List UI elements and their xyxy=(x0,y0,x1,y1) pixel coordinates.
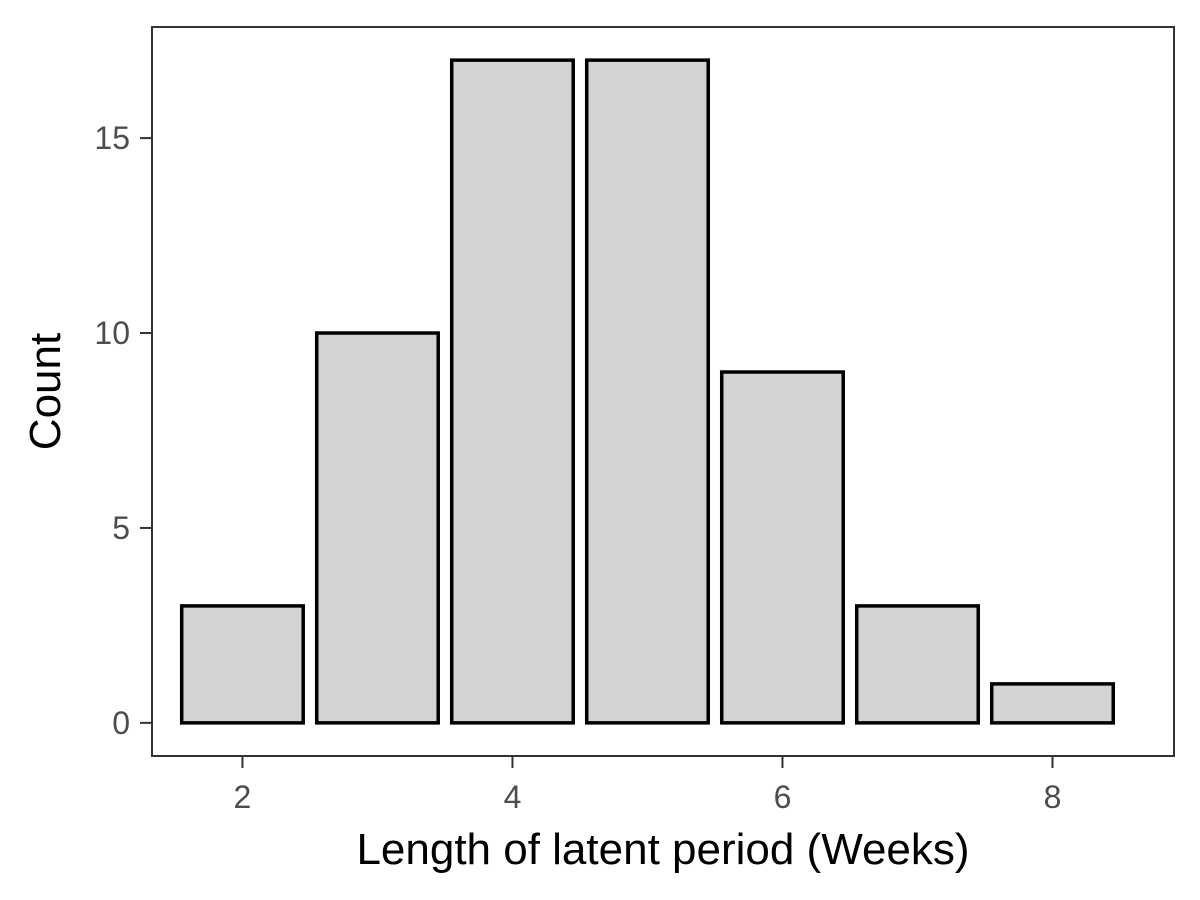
x-tick-label: 2 xyxy=(234,779,252,815)
x-tick-label: 6 xyxy=(774,779,792,815)
bar xyxy=(314,331,440,725)
y-tick-label: 15 xyxy=(94,120,130,156)
x-axis-title: Length of latent period (Weeks) xyxy=(356,825,969,874)
bar xyxy=(719,370,845,725)
y-axis-title: Count xyxy=(21,333,70,450)
x-tick-label: 4 xyxy=(504,779,522,815)
y-tick-label: 5 xyxy=(112,510,130,546)
bar xyxy=(989,682,1115,725)
y-axis: 0 5 10 15 xyxy=(94,120,152,741)
plot-panel-border xyxy=(151,26,1175,757)
x-axis: 2 4 6 8 xyxy=(234,756,1062,815)
bar xyxy=(854,604,980,725)
x-tick-label: 8 xyxy=(1044,779,1062,815)
y-tick-label: 10 xyxy=(94,315,130,351)
y-tick-label: 0 xyxy=(112,705,130,741)
bar xyxy=(449,58,575,725)
bar xyxy=(179,604,305,725)
bars-layer xyxy=(179,58,1115,725)
bar xyxy=(584,58,710,725)
